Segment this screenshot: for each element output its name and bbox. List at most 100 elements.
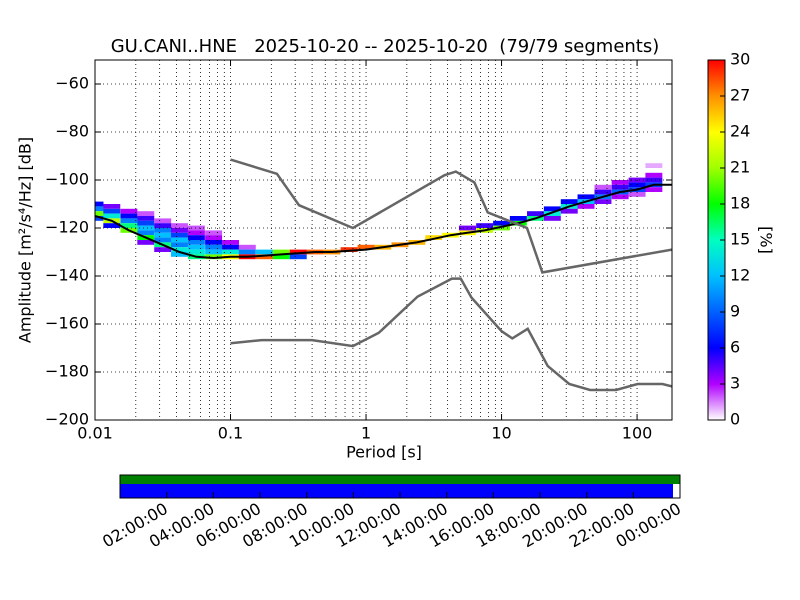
heatmap-cell [238,244,256,250]
heatmap-cell [628,192,646,197]
heatmap-cell [120,213,138,219]
heatmap-cell [357,244,375,250]
heatmap-cell [170,232,188,238]
heatmap-cell [170,247,188,252]
x-tick-label: 100 [622,424,653,443]
plot-frame [94,59,673,421]
heatmap-cell [645,177,663,183]
heatmap-cell [103,213,121,219]
heatmap-cell [170,252,188,257]
y-tick-label: −100 [45,170,89,189]
colorbar-tick-label: 18 [730,194,750,213]
heatmap-cell [222,244,239,250]
colorbar-tick-label: 3 [730,374,740,393]
y-tick-label: −180 [45,362,89,381]
heatmap-cell [543,211,561,216]
heatmap-cell [187,240,205,245]
y-tick-label: −80 [55,122,89,141]
heatmap-cell [645,187,663,192]
heatmap-cell [170,228,188,233]
heatmap-cell [187,225,205,231]
heatmap-cell [560,208,578,214]
y-tick-label: −120 [45,218,89,237]
heatmap-cell [137,225,155,231]
colorbar-tick-label: 15 [730,230,750,249]
heatmap-cell [187,249,205,255]
heatmap-cell [560,199,578,204]
y-tick-label: −160 [45,314,89,333]
heatmap-cell [205,240,223,245]
heatmap-cell [205,249,223,255]
colorbar-tick-label: 9 [730,302,740,321]
heatmap-cell [120,223,138,228]
heatmap-cell [137,216,155,221]
heatmap-cell [170,237,188,243]
colorbar-label: [%] [757,226,776,254]
heatmap-cell [205,254,223,260]
heatmap-cell [645,163,663,168]
heatmap-cell [95,201,104,207]
heatmap-cell [103,204,121,209]
heatmap-cell [154,247,172,252]
heatmap-cell [594,184,612,190]
heatmap-cell [645,172,663,178]
heatmap-cell [238,249,256,255]
heatmap-cell [255,249,273,255]
colorbar-tick-label: 21 [730,158,750,177]
heatmap-cell [594,189,612,195]
heatmap-cell [493,220,511,226]
y-tick-label: −140 [45,266,89,285]
heatmap-cell [170,223,188,228]
heatmap-cell [577,194,595,200]
heatmap-cell [170,242,188,248]
y-tick-label: −200 [45,410,89,429]
heatmap-cell [103,208,121,214]
heatmap-cell [120,218,138,224]
heatmap-cell [95,216,104,221]
line [95,183,672,260]
heatmap-cell [577,204,595,209]
heatmap-cell [137,220,155,226]
available-bar [120,475,680,484]
heatmap-cell [154,228,172,233]
heatmap-cell [289,254,307,260]
colorbar-tick-label: 12 [730,266,750,285]
x-axis-label: Period [s] [346,443,422,462]
heatmap-cell [289,249,307,255]
colorbar-tick-label: 24 [730,122,750,141]
heatmap-cell [205,230,223,236]
heatmap-cell [543,206,561,212]
heatmap-cell [509,216,527,221]
line [230,277,672,392]
heatmap-cell [154,237,172,243]
y-axis-label: Amplitude [m²/s⁴/Hz] [dB] [16,137,35,343]
heatmap-cell [120,208,138,214]
colorbar-tick-label: 0 [730,410,740,429]
heatmap-cell [137,240,155,245]
x-tick-label: 10 [491,424,511,443]
heatmap-cell [103,223,121,228]
processed-bar [120,484,673,498]
heatmap-cell [187,244,205,250]
heatmap-cell [611,194,629,200]
chart-title: GU.CANI..HNE 2025-10-20 -- 2025-10-20 (7… [111,36,660,57]
x-tick-label: 1 [361,424,371,443]
heatmap-cell [611,184,629,190]
heatmap-cell [611,180,629,185]
heatmap-cell [255,254,273,260]
heatmap-cell [272,249,290,255]
heatmap-cell [340,247,358,252]
heatmap-cell [594,199,612,204]
heatmap-cell [272,254,290,260]
heatmap-cell [543,216,561,221]
heatmap-cell [187,230,205,236]
heatmap-cell [425,235,443,240]
heatmap-cell [205,235,223,240]
heatmap-cell [137,230,155,236]
colorbar-tick-label: 6 [730,338,740,357]
heatmap-cell [222,240,239,245]
heatmap-cell [95,211,104,216]
plot-area [95,60,672,420]
y-tick-label: −60 [55,74,89,93]
